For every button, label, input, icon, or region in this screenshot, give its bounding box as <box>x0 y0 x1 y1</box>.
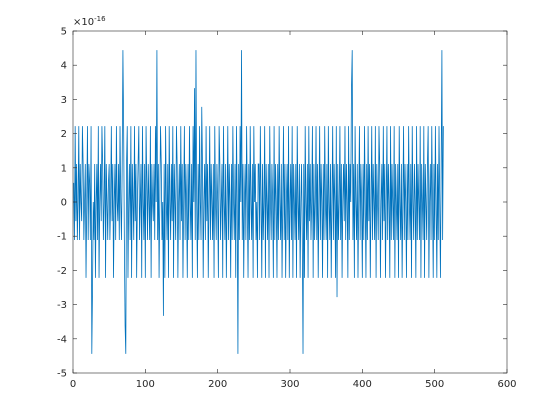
data-line <box>73 50 444 354</box>
y-tick-label: 5 <box>61 27 67 38</box>
y-tick-label: 1 <box>61 163 67 174</box>
y-tick-label: 4 <box>61 61 67 72</box>
y-tick-label: 3 <box>61 95 67 106</box>
plot-area <box>73 50 444 354</box>
y-scale-exponent: -16 <box>94 15 106 23</box>
x-tick-label: 400 <box>353 379 372 390</box>
y-tick-label: -5 <box>57 369 67 380</box>
x-tick-label: 600 <box>497 379 516 390</box>
y-tick-label: -4 <box>57 334 67 345</box>
x-tick-label: 100 <box>136 379 155 390</box>
y-tick-label: -1 <box>57 232 67 243</box>
y-scale-label: ×10-16 <box>73 15 106 28</box>
y-tick-label: -3 <box>57 300 67 311</box>
y-tick-label: -2 <box>57 266 67 277</box>
y-scale-base: ×10 <box>73 17 94 28</box>
y-tick-label: 2 <box>61 129 67 140</box>
x-tick-label: 300 <box>280 379 299 390</box>
x-tick-label: 200 <box>208 379 227 390</box>
x-tick-label: 500 <box>425 379 444 390</box>
x-tick-label: 0 <box>70 379 76 390</box>
y-tick-label: 0 <box>61 198 67 209</box>
